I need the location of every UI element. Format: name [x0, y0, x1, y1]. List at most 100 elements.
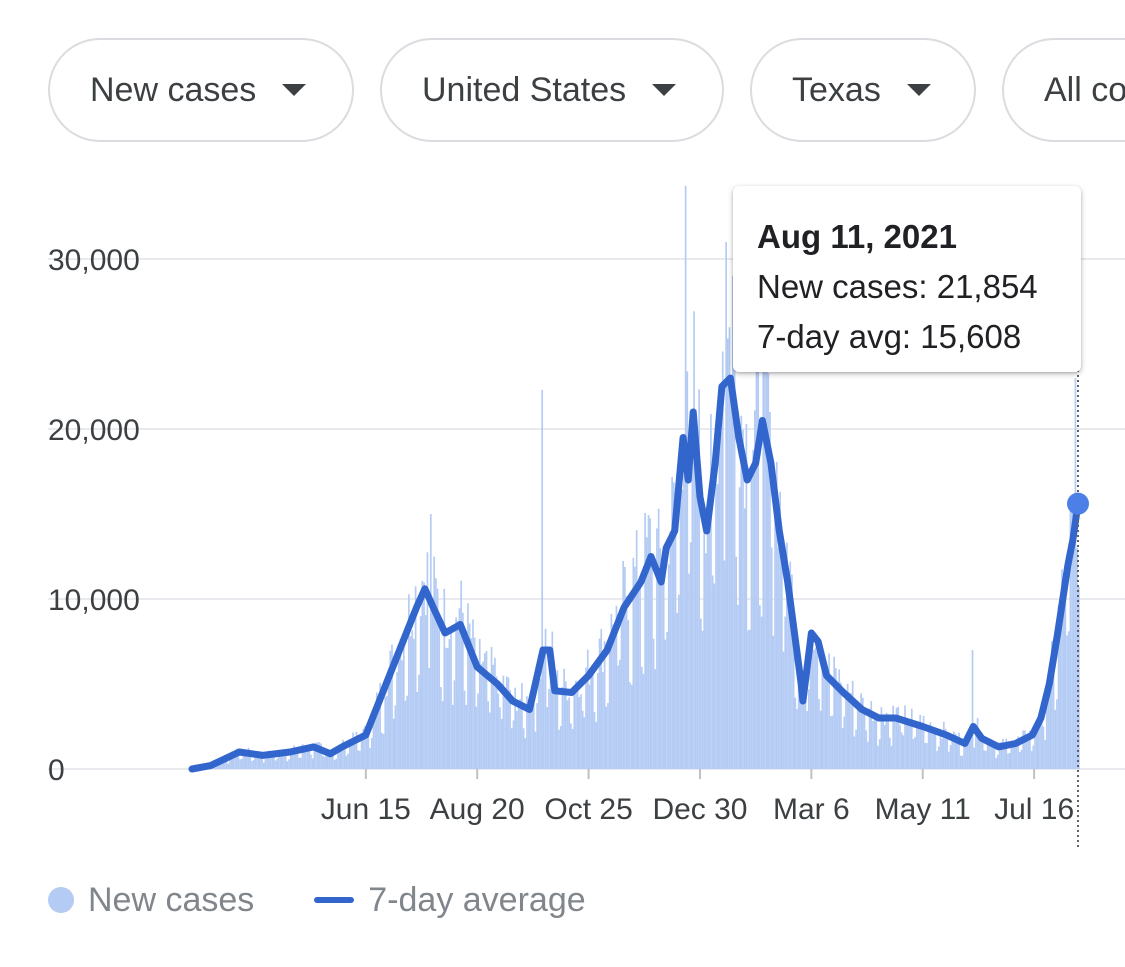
new-cases-bar — [780, 533, 783, 769]
new-cases-bar — [438, 620, 441, 769]
new-cases-bar — [986, 743, 989, 769]
new-cases-bar — [698, 389, 700, 769]
new-cases-bar — [240, 758, 243, 769]
new-cases-bar — [701, 630, 704, 769]
data-tooltip: Aug 11, 2021 New cases: 21,854 7-day avg… — [733, 186, 1081, 372]
new-cases-bar — [860, 693, 862, 769]
new-cases-bar — [237, 753, 240, 769]
new-cases-bar — [607, 703, 609, 769]
new-cases-bar — [634, 566, 636, 769]
new-cases-bar — [556, 670, 559, 769]
new-cases-bar — [215, 765, 218, 769]
new-cases-bar — [355, 731, 358, 769]
new-cases-bar — [1008, 753, 1011, 769]
new-cases-bar — [738, 487, 741, 769]
new-cases-bar — [765, 346, 768, 769]
new-cases-bars — [193, 185, 1080, 769]
new-cases-bar — [367, 736, 370, 769]
new-cases-bar — [703, 521, 706, 769]
new-cases-bar — [456, 620, 459, 769]
new-cases-bar — [856, 701, 859, 769]
new-cases-bar — [230, 751, 233, 769]
new-cases-bar — [671, 476, 673, 769]
new-cases-bar — [1037, 725, 1040, 769]
new-cases-bar — [502, 675, 505, 769]
new-cases-bar — [976, 718, 979, 769]
new-cases-bar — [387, 669, 390, 769]
new-cases-bar — [745, 423, 748, 769]
new-cases-bar — [711, 575, 714, 769]
new-cases-bar — [301, 744, 304, 769]
metric-dropdown[interactable]: New cases — [48, 38, 354, 142]
new-cases-bar — [843, 716, 846, 769]
new-cases-bar — [743, 508, 746, 769]
new-cases-bar — [293, 745, 295, 769]
new-cases-bar — [539, 678, 542, 769]
new-cases-bar — [553, 663, 555, 769]
new-cases-bar — [934, 729, 937, 769]
new-cases-bar — [1072, 495, 1075, 769]
new-cases-bar — [246, 754, 248, 769]
new-cases-bar — [1000, 742, 1003, 769]
new-cases-bar — [374, 703, 376, 769]
country-dropdown[interactable]: United States — [380, 38, 724, 142]
new-cases-bar — [490, 647, 493, 769]
new-cases-bar — [966, 731, 969, 769]
new-cases-bar — [747, 630, 749, 769]
new-cases-bar — [971, 650, 974, 769]
new-cases-bar — [408, 594, 410, 769]
new-cases-bar — [625, 595, 628, 769]
new-cases-bar — [694, 409, 697, 769]
new-cases-bar — [885, 712, 888, 769]
hover-marker — [1067, 370, 1089, 850]
new-cases-bar — [993, 741, 996, 769]
county-dropdown[interactable]: All co — [1002, 38, 1125, 142]
new-cases-bar — [266, 755, 268, 769]
new-cases-bar — [791, 574, 793, 769]
new-cases-bar — [1042, 726, 1045, 769]
new-cases-bar — [608, 649, 611, 769]
new-cases-bar — [578, 697, 581, 769]
state-dropdown[interactable]: Texas — [750, 38, 976, 142]
new-cases-bar — [315, 742, 317, 769]
new-cases-bar — [485, 650, 488, 769]
new-cases-bar — [846, 684, 849, 769]
new-cases-bar — [414, 586, 417, 769]
new-cases-bar — [779, 491, 781, 769]
new-cases-bar — [259, 754, 262, 769]
new-cases-bar — [924, 742, 927, 769]
new-cases-bar — [386, 695, 388, 769]
new-cases-bar — [639, 579, 641, 769]
new-cases-bar — [313, 747, 316, 769]
new-cases-bar — [532, 694, 535, 769]
new-cases-bar — [443, 588, 446, 769]
new-cases-bar — [451, 704, 454, 769]
new-cases-bar — [249, 752, 252, 769]
axis-labels: 0 10,000 20,000 30,000 Jun 15 Aug 20 Oct 25 Dec… — [48, 244, 1074, 826]
new-cases-bar — [571, 728, 574, 769]
new-cases-bar — [435, 578, 437, 769]
new-cases-bar — [559, 726, 562, 769]
new-cases-bar — [892, 705, 895, 769]
new-cases-bar — [726, 338, 729, 769]
new-cases-bar — [441, 701, 444, 769]
new-cases-bar — [828, 653, 830, 769]
new-cases-bar — [278, 750, 280, 769]
new-cases-bar — [429, 514, 432, 769]
new-cases-bar — [618, 659, 621, 769]
new-cases-bar — [257, 751, 260, 769]
new-cases-bar — [723, 560, 726, 769]
new-cases-bar — [1056, 699, 1058, 769]
new-cases-bar — [985, 750, 987, 769]
new-cases-bar — [1061, 569, 1063, 769]
new-cases-bar — [600, 629, 603, 769]
new-cases-bar — [750, 472, 753, 769]
new-cases-bar — [310, 754, 312, 769]
new-cases-bar — [593, 712, 596, 769]
new-cases-bar — [662, 567, 665, 769]
new-cases-bar — [1007, 753, 1009, 769]
new-cases-bar — [645, 537, 648, 769]
hover-point — [1067, 492, 1089, 515]
new-cases-bar — [826, 674, 829, 769]
new-cases-bar — [716, 484, 719, 769]
